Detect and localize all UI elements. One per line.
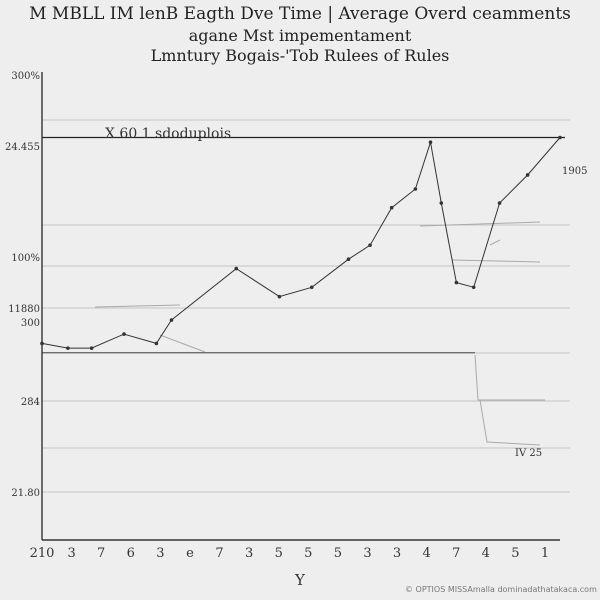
ghost-series (94, 221, 545, 446)
series-line (41, 137, 561, 349)
reference-lines (42, 136, 565, 354)
ghost-segment-6 (489, 239, 501, 246)
x-tick-label-3: 6 (127, 546, 135, 561)
x-tick-label-2: 7 (97, 546, 105, 561)
chart-subtitle: agane Mst impementament (188, 26, 412, 45)
x-tick-label-1: 3 (67, 546, 75, 561)
x-tick-labels: 210 3 7 6 3 e 7 3 5 5 5 3 3 4 7 4 5 1 (30, 546, 550, 561)
x-tick-label-4: 3 (156, 546, 164, 561)
x-tick-label-9: 5 (304, 546, 312, 561)
ghost-segment-0 (94, 304, 181, 308)
data-point-5 (169, 318, 174, 322)
data-point-13 (428, 140, 433, 144)
annotation-label-peak: 1905 (562, 166, 587, 177)
y-tick-label-5: 284 (21, 397, 40, 408)
x-tick-label-16: 5 (511, 546, 519, 561)
grid-lines (42, 119, 570, 493)
x-tick-label-13: 4 (423, 546, 431, 561)
data-point-1 (66, 346, 70, 350)
x-tick-label-14: 7 (452, 546, 460, 561)
data-point-3 (122, 332, 126, 336)
x-tick-label-8: 5 (275, 546, 283, 561)
series-line-path (41, 137, 561, 349)
watermark-text: © OPTIOS MISSAmalla dominadathatakaca.co… (405, 585, 597, 594)
x-tick-label-10: 5 (334, 546, 342, 561)
x-tick-label-7: 3 (245, 546, 253, 561)
y-tick-label-3: 11880 (8, 304, 40, 315)
data-point-7 (277, 294, 282, 299)
y-tick-label-6: 21.80 (11, 488, 40, 499)
y-tick-label-0: 300% (11, 71, 40, 82)
data-point-0 (40, 341, 44, 346)
data-point-6 (234, 266, 239, 271)
ghost-segment-1 (159, 334, 206, 353)
y-tick-label-4: 300 (21, 318, 40, 329)
x-tick-label-6: 7 (215, 546, 223, 561)
data-point-2 (89, 346, 94, 350)
data-point-10 (368, 243, 372, 247)
y-tick-label-2: 100% (11, 253, 40, 264)
ghost-segment-5 (479, 399, 541, 446)
x-tick-label-17: 1 (541, 546, 549, 561)
y-tick-label-1: 24.455 (5, 142, 40, 153)
data-point-17 (497, 201, 502, 205)
data-point-14 (439, 201, 444, 205)
x-tick-label-12: 3 (393, 546, 401, 561)
data-point-16 (471, 285, 476, 290)
data-point-11 (389, 205, 394, 210)
x-axis-label: Y (294, 571, 306, 589)
x-tick-label-15: 4 (482, 546, 490, 561)
ghost-segment-4 (474, 354, 545, 401)
y-tick-labels: 300% 24.455 100% 11880 300 284 21.80 (5, 71, 40, 499)
data-point-19 (558, 135, 562, 140)
chart-title: M MBLL IM lenB Eagth Dve Time | Average … (29, 4, 571, 24)
x-tick-label-5: e (186, 546, 194, 561)
data-point-12 (413, 187, 418, 191)
data-point-15 (454, 280, 459, 285)
data-point-8 (309, 285, 314, 290)
annotation-label-low: IV 25 (515, 448, 542, 459)
x-tick-label-11: 3 (363, 546, 371, 561)
chart-subtitle-secondary: Lmntury Bogais-'Tob Rulees of Rules (150, 46, 450, 65)
data-point-4 (154, 341, 159, 346)
ghost-segment-3 (451, 259, 541, 263)
series-points (40, 135, 562, 350)
annotation-label-main: X 60 1 sdoduplois (105, 126, 231, 142)
data-point-9 (346, 257, 351, 262)
x-tick-label-0: 210 (30, 546, 55, 561)
data-point-18 (525, 173, 530, 177)
ghost-segment-2 (419, 221, 541, 227)
